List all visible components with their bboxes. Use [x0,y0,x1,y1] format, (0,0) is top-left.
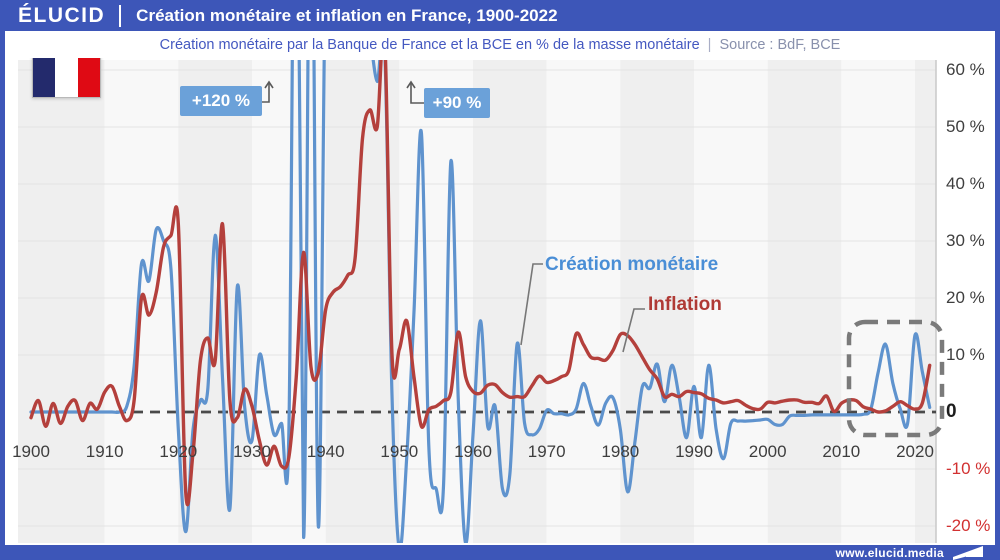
logo-separator [119,4,122,27]
x-tick-label: 1980 [601,442,640,461]
decade-band [694,60,768,543]
footer-url[interactable]: www.elucid.media [835,545,944,560]
highlight-box [846,319,945,438]
x-tick-label: 1950 [380,442,419,461]
annotation-arrow-120 [262,82,270,103]
y-tick-label: 10 % [946,345,985,364]
x-tick-label: 1920 [159,442,198,461]
brand-logo: ÉLUCID [18,3,106,27]
legend-inflation-label: Inflation [648,294,722,315]
x-tick-label: 2020 [896,442,934,461]
y-tick-label: 30 % [946,231,985,250]
decade-band [546,60,621,543]
elucid-flag-icon [953,546,983,560]
money-series-line [29,60,932,543]
y-tick-label: -20 % [946,516,991,535]
flag-stripe-red [77,53,100,97]
callout-line-inflation [622,308,645,353]
source-label: Source : BdF, BCE [719,36,841,53]
flag-stripe-blue [33,53,56,97]
legend-money-label: Création monétaire [545,254,719,275]
y-tick-label: 60 % [946,60,985,79]
decade-band [18,60,105,543]
decade-band [767,60,842,543]
flag-stripe-white [55,53,78,97]
annotation-arrow-90-head [406,80,416,89]
y-tick-label: 50 % [946,117,985,136]
y-tick-label: 40 % [946,174,985,193]
annotation-arrow-90 [410,82,424,104]
decade-band [841,60,916,543]
france-flag-icon [32,52,101,98]
x-tick-label: 1960 [454,442,492,461]
page-title: Création monétaire et inflation en Franc… [136,5,558,25]
chart-subtitle: Création monétaire par la Banque de Fran… [159,36,700,53]
frame-border-left [0,31,5,545]
inflation-series-line [29,60,932,507]
x-tick-label: 2010 [822,442,861,461]
footer-bar: www.elucid.media [0,545,1000,560]
x-tick-label: 1900 [12,442,50,461]
decade-band [915,60,936,543]
subtitle-separator: | [707,36,712,53]
frame-border-right [995,31,1000,545]
x-tick-label: 1930 [233,442,271,461]
annotation-plus-120: +120 % [180,86,262,116]
callout-line-money [520,263,543,346]
annotation-arrow-120-head [264,80,274,89]
subtitle-strip: Création monétaire par la Banque de Fran… [0,31,1000,58]
x-tick-label: 1940 [306,442,345,461]
y-tick-label: 20 % [946,288,985,307]
header-bar: ÉLUCID Création monétaire et inflation e… [0,0,1000,31]
x-tick-label: 1910 [85,442,124,461]
annotation-plus-90: +90 % [424,88,490,118]
x-tick-label: 1990 [675,442,713,461]
x-tick-label: 2000 [748,442,787,461]
x-tick-label: 1970 [527,442,566,461]
y-tick-label: -10 % [946,459,991,478]
y-tick-label: 0 [946,401,957,422]
